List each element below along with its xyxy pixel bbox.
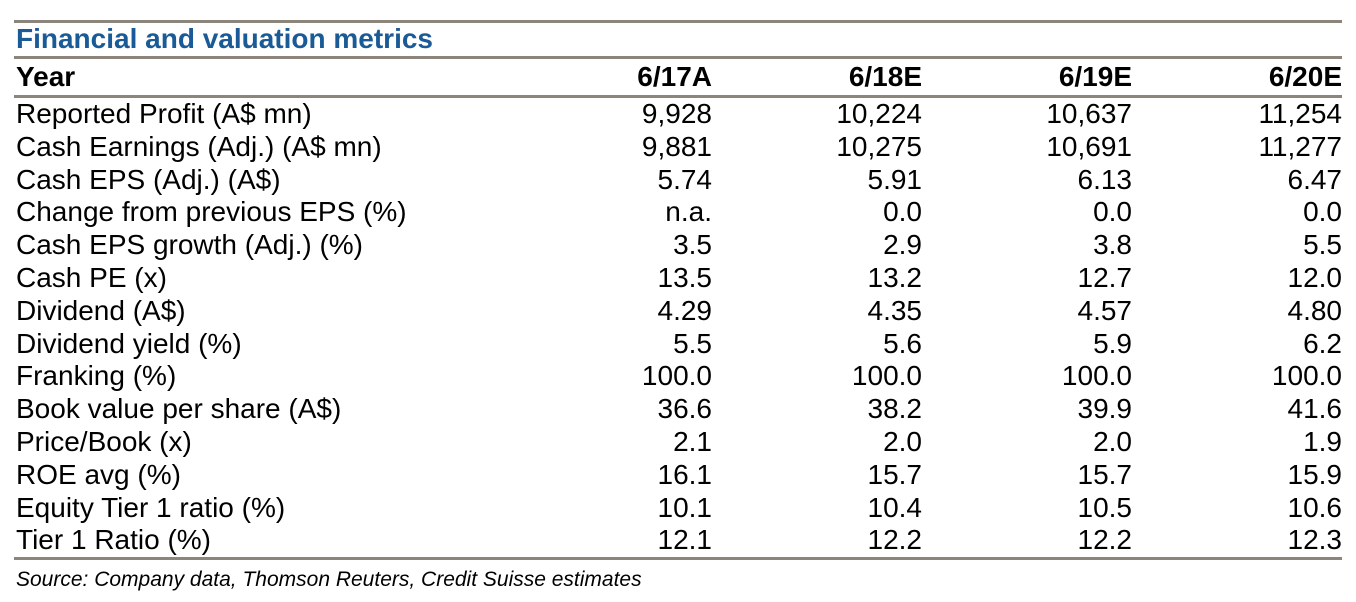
cell-value: 6.2	[1303, 327, 1342, 359]
cell-value: 10.6	[1287, 491, 1343, 523]
cell-value: 2.0	[883, 425, 922, 457]
row-label: Change from previous EPS (%)	[16, 196, 407, 228]
table-row: Franking (%) 100.0 100.0 100.0 100.0	[14, 360, 1342, 393]
cell-value: 38.2	[867, 393, 923, 425]
divider-bottom	[14, 557, 1342, 561]
cell-value: 10.1	[657, 491, 713, 523]
table-row: Dividend (A$) 4.29 4.35 4.57 4.80	[14, 295, 1342, 328]
cell-value: 12.1	[657, 524, 713, 556]
cell-value: 2.0	[1093, 425, 1132, 457]
cell-value: 11,277	[1258, 130, 1342, 162]
cell-value: 4.29	[657, 294, 713, 326]
divider-under-title	[14, 56, 1342, 59]
row-label: Cash EPS growth (Adj.) (%)	[16, 229, 363, 261]
table-row: Cash PE (x) 13.5 13.2 12.7 12.0	[14, 262, 1342, 295]
cell-value: 12.7	[1077, 261, 1133, 293]
cell-value: 3.8	[1093, 229, 1132, 261]
divider-top	[14, 20, 1342, 23]
cell-value: 12.3	[1287, 524, 1343, 556]
cell-value: 13.5	[657, 261, 713, 293]
cell-value: 10,637	[1046, 98, 1132, 129]
cell-value: 10.4	[867, 491, 923, 523]
cell-value: 12.2	[867, 524, 923, 556]
source-note: Source: Company data, Thomson Reuters, C…	[16, 568, 642, 592]
cell-value: 15.9	[1287, 458, 1343, 490]
cell-value: 100.0	[1061, 360, 1132, 392]
cell-value: 0.0	[1303, 196, 1342, 228]
row-label: Cash PE (x)	[16, 261, 167, 293]
table-row: Cash EPS growth (Adj.) (%) 3.5 2.9 3.8 5…	[14, 229, 1342, 262]
cell-value: 100.0	[851, 360, 922, 392]
row-label: Franking (%)	[16, 360, 177, 392]
cell-value: 11,254	[1258, 98, 1342, 129]
section-title: Financial and valuation metrics	[16, 23, 434, 54]
row-label: Equity Tier 1 ratio (%)	[16, 491, 286, 523]
cell-value: 6.13	[1077, 163, 1133, 195]
cell-value: 16.1	[657, 458, 713, 490]
cell-value: 12.0	[1287, 261, 1343, 293]
cell-value: 100.0	[641, 360, 712, 392]
cell-value: 9,928	[641, 98, 712, 129]
table-body: Reported Profit (A$ mn) 9,928 10,224 10,…	[14, 98, 1342, 557]
row-label: Tier 1 Ratio (%)	[16, 524, 212, 556]
cell-value: 39.9	[1077, 393, 1133, 425]
table-row: ROE avg (%) 16.1 15.7 15.7 15.9	[14, 459, 1342, 492]
table-row: Book value per share (A$) 36.6 38.2 39.9…	[14, 393, 1342, 426]
cell-value: 10,224	[836, 98, 922, 129]
table-header-row: Year 6/17A 6/18E 6/19E 6/20E	[14, 59, 1342, 95]
cell-value: 4.57	[1077, 294, 1133, 326]
row-label: Dividend (A$)	[16, 294, 186, 326]
cell-value: 5.9	[1093, 327, 1132, 359]
column-header-fy18e: 6/18E	[848, 61, 922, 92]
column-header-year: Year	[16, 61, 76, 92]
cell-value: 10,275	[836, 130, 922, 162]
table-row: Cash Earnings (Adj.) (A$ mn) 9,881 10,27…	[14, 131, 1342, 164]
table-row: Tier 1 Ratio (%) 12.1 12.2 12.2 12.3	[14, 524, 1342, 557]
cell-value: 0.0	[1093, 196, 1132, 228]
cell-value: 6.47	[1287, 163, 1343, 195]
cell-value: n.a.	[665, 196, 712, 228]
table-row: Equity Tier 1 ratio (%) 10.1 10.4 10.5 1…	[14, 492, 1342, 525]
row-label: ROE avg (%)	[16, 458, 181, 490]
metrics-table: Year 6/17A 6/18E 6/19E 6/20E Reported Pr…	[14, 59, 1342, 561]
table-row: Reported Profit (A$ mn) 9,928 10,224 10,…	[14, 98, 1342, 131]
cell-value: 10.5	[1077, 491, 1133, 523]
cell-value: 4.80	[1287, 294, 1343, 326]
cell-value: 9,881	[641, 130, 712, 162]
cell-value: 4.35	[867, 294, 923, 326]
cell-value: 10,691	[1046, 130, 1132, 162]
cell-value: 2.1	[673, 425, 712, 457]
row-label: Cash EPS (Adj.) (A$)	[16, 163, 281, 195]
cell-value: 3.5	[673, 229, 712, 261]
cell-value: 36.6	[657, 393, 713, 425]
table-row: Cash EPS (Adj.) (A$) 5.74 5.91 6.13 6.47	[14, 164, 1342, 197]
row-label: Price/Book (x)	[16, 425, 192, 457]
cell-value: 0.0	[883, 196, 922, 228]
cell-value: 5.6	[883, 327, 922, 359]
divider-under-header	[14, 95, 1342, 98]
cell-value: 1.9	[1303, 425, 1342, 457]
table-row: Dividend yield (%) 5.5 5.6 5.9 6.2	[14, 328, 1342, 361]
cell-value: 5.74	[657, 163, 713, 195]
cell-value: 15.7	[1077, 458, 1133, 490]
table-row: Change from previous EPS (%) n.a. 0.0 0.…	[14, 196, 1342, 229]
column-header-fy19e: 6/19E	[1058, 61, 1132, 92]
cell-value: 5.91	[867, 163, 923, 195]
row-label: Book value per share (A$)	[16, 393, 342, 425]
cell-value: 100.0	[1271, 360, 1342, 392]
cell-value: 12.2	[1077, 524, 1133, 556]
row-label: Dividend yield (%)	[16, 327, 242, 359]
column-header-fy17a: 6/17A	[637, 61, 712, 92]
cell-value: 5.5	[1303, 229, 1342, 261]
column-header-fy20e: 6/20E	[1268, 61, 1342, 92]
table-row: Price/Book (x) 2.1 2.0 2.0 1.9	[14, 426, 1342, 459]
cell-value: 41.6	[1287, 393, 1343, 425]
row-label: Cash Earnings (Adj.) (A$ mn)	[16, 130, 382, 162]
cell-value: 13.2	[867, 261, 923, 293]
row-label: Reported Profit (A$ mn)	[16, 98, 312, 129]
cell-value: 15.7	[867, 458, 923, 490]
cell-value: 5.5	[673, 327, 712, 359]
cell-value: 2.9	[883, 229, 922, 261]
